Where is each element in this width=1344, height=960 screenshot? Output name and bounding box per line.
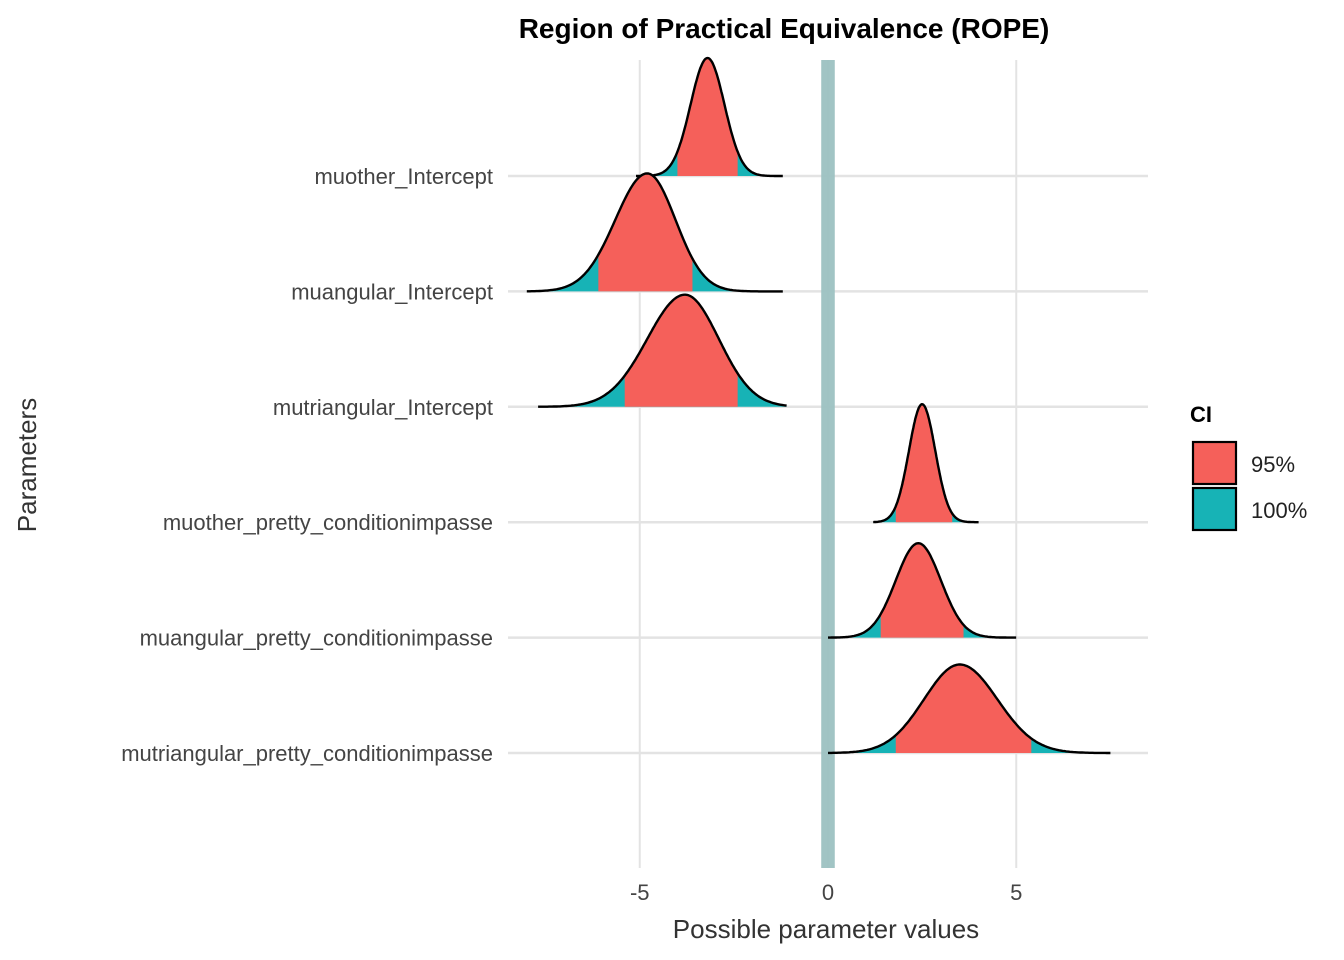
x-tick-labels: -5 0 5 — [630, 880, 1022, 905]
rope-rect — [821, 60, 835, 868]
x-tick-label: 0 — [822, 880, 834, 905]
ci95-area — [598, 173, 693, 292]
density-outline — [635, 56, 784, 178]
ridge-muother_Intercept — [635, 56, 784, 178]
ci95-area — [677, 58, 738, 176]
ridge-mutriangular_pretty_conditionimpasse — [828, 663, 1111, 755]
y-axis-title: Parameters — [12, 398, 42, 532]
legend: CI 95% 100% — [1190, 402, 1307, 532]
y-tick-label: muangular_pretty_conditionimpasse — [140, 626, 493, 651]
legend-key — [1191, 486, 1238, 532]
legend-key — [1191, 440, 1238, 486]
ridge-muangular_Intercept — [526, 172, 783, 293]
ci95-area — [895, 404, 953, 523]
ci95-area — [895, 664, 1032, 753]
y-tick-label: mutriangular_Intercept — [273, 395, 493, 420]
density-outline — [828, 663, 1111, 755]
legend-label: 95% — [1251, 452, 1295, 477]
density-outline — [828, 542, 1017, 639]
density-outline — [538, 293, 787, 408]
x-axis-title: Possible parameter values — [673, 914, 979, 944]
ridge-muangular_pretty_conditionimpasse — [828, 542, 1017, 639]
legend-label: 100% — [1251, 498, 1307, 523]
ridge-muother_pretty_conditionimpasse — [872, 403, 980, 524]
y-tick-label: muother_pretty_conditionimpasse — [163, 510, 493, 535]
legend-title: CI — [1190, 402, 1212, 427]
y-tick-labels: muother_Intercept muangular_Interceptmutr… — [121, 164, 493, 766]
density-outline — [526, 172, 783, 293]
x-tick-label: 5 — [1010, 880, 1022, 905]
chart-title: Region of Practical Equivalence (ROPE) — [519, 13, 1050, 44]
y-tick-label: mutriangular_pretty_conditionimpasse — [121, 741, 493, 766]
ridge-mutriangular_Intercept — [538, 293, 787, 408]
legend-items: 95% 100% — [1191, 440, 1307, 532]
y-tick-label: muangular_Intercept — [291, 279, 493, 304]
density-outline — [872, 403, 980, 524]
rope-band — [821, 60, 835, 868]
density-ridges — [526, 56, 1111, 755]
ci95-area — [880, 543, 964, 638]
y-tick-label: muother_Intercept — [314, 164, 493, 189]
x-tick-label: -5 — [630, 880, 650, 905]
